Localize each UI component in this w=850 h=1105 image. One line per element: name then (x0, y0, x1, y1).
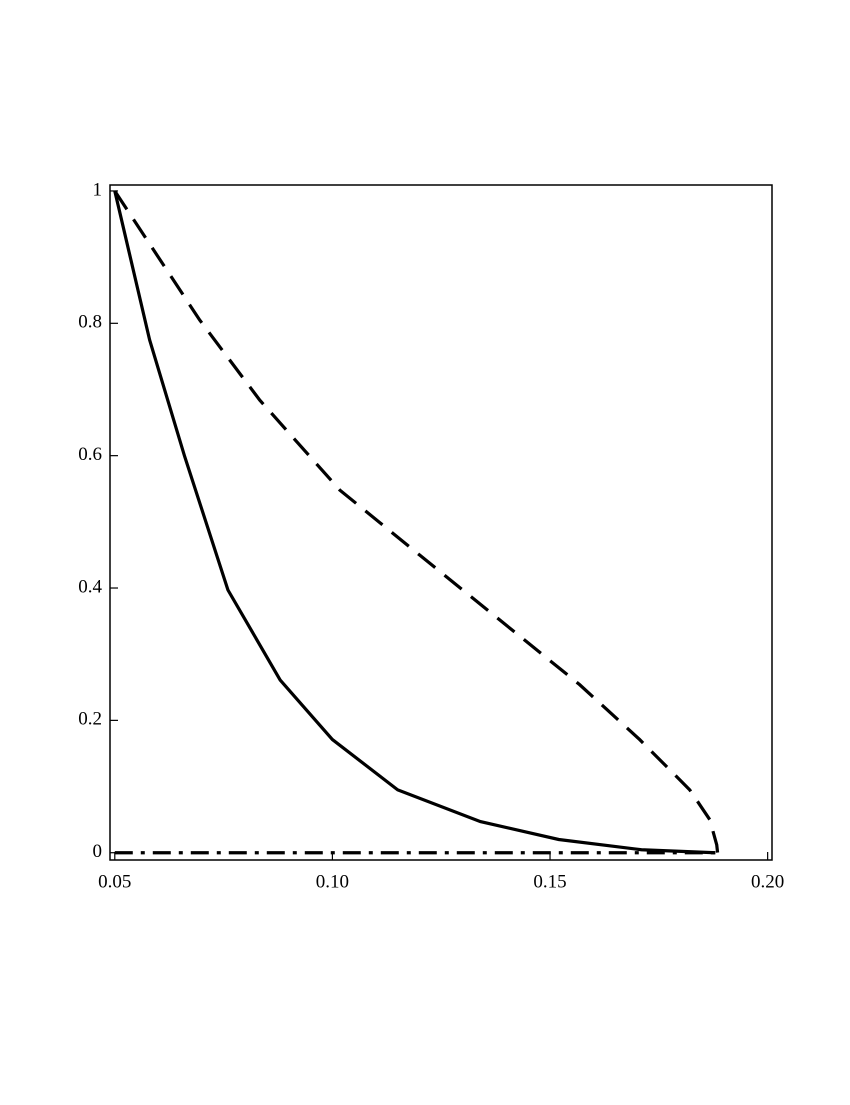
y-tick-label: 1 (93, 179, 103, 200)
y-tick-label: 0.2 (78, 709, 102, 730)
x-tick-label: 0.05 (98, 871, 131, 892)
y-tick-label: 0.4 (78, 576, 102, 597)
y-tick-label: 0.6 (78, 444, 102, 465)
x-tick-label: 0.15 (533, 871, 566, 892)
y-tick-label: 0.8 (78, 312, 102, 333)
x-tick-label: 0.10 (316, 871, 349, 892)
data-line (113, 190, 716, 855)
plot-frame (109, 184, 773, 861)
x-tick-label: 0.20 (751, 871, 784, 892)
y-tick-label: 0 (93, 841, 103, 862)
data-line (113, 190, 720, 853)
